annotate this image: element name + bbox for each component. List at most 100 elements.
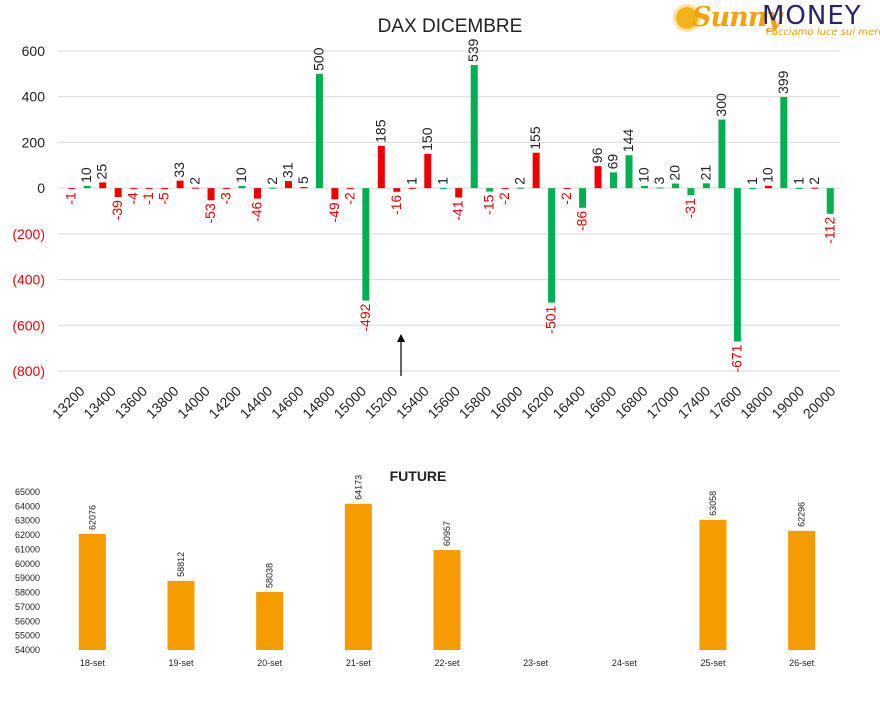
future-x-tick-label: 26-set (789, 658, 815, 668)
future-bar-data-label: 62076 (87, 505, 97, 530)
bar-data-label: 69 (605, 154, 621, 170)
bar-data-label: -46 (249, 201, 265, 221)
bar (346, 188, 354, 190)
future-y-tick-label: 57000 (15, 602, 40, 612)
bar (656, 187, 664, 189)
bar (501, 188, 509, 190)
bar-data-label: -53 (202, 203, 218, 223)
bar (439, 187, 447, 189)
bar-data-label: -492 (357, 303, 373, 331)
bar-data-label: 96 (589, 147, 605, 163)
bar (579, 188, 587, 208)
bar-data-label: 2 (187, 177, 203, 185)
future-bar-data-label: 62296 (797, 502, 807, 527)
y-tick-label: 400 (22, 89, 46, 105)
x-tick-label: 16800 (612, 383, 651, 422)
bar-data-label: -2 (341, 192, 357, 205)
x-tick-label: 15400 (393, 383, 432, 422)
future-bar (788, 530, 816, 650)
bar (99, 182, 107, 189)
bar-data-label: 10 (636, 167, 652, 183)
bar (548, 188, 556, 303)
future-bar (344, 503, 372, 650)
x-tick-label: 14000 (174, 383, 213, 422)
bar-data-label: 1 (403, 177, 419, 185)
x-tick-label: 15200 (362, 383, 401, 422)
bar-data-label: 185 (372, 119, 388, 143)
bar (393, 188, 401, 192)
logo-sunny: Sunny (692, 2, 782, 33)
bar-data-label: -1 (140, 192, 156, 205)
bar (408, 187, 416, 189)
x-tick-label: 19000 (768, 383, 807, 422)
y-tick-label: (200) (12, 226, 45, 242)
future-x-tick-label: 24-set (612, 658, 638, 668)
bar (671, 183, 679, 189)
y-tick-label: (400) (12, 272, 45, 288)
future-x-tick-label: 23-set (523, 658, 549, 668)
future-x-tick-label: 18-set (80, 658, 106, 668)
bar-data-label: 3 (651, 176, 667, 184)
bar-data-label: -2 (496, 192, 512, 205)
future-y-tick-label: 64000 (15, 501, 40, 511)
bar (486, 188, 494, 192)
bar (284, 181, 292, 189)
bar (130, 188, 138, 190)
bar-data-label: 25 (94, 164, 110, 180)
bar (114, 188, 122, 198)
bar (563, 188, 571, 190)
future-title: FUTURE (390, 468, 447, 484)
bar (176, 180, 184, 189)
bar-data-label: 33 (171, 162, 187, 178)
bar-data-label: 144 (620, 129, 636, 153)
x-tick-label: 16200 (518, 383, 557, 422)
y-tick-label: (600) (12, 317, 45, 333)
y-tick-label: 600 (22, 43, 46, 59)
future-bar (433, 550, 461, 650)
future-bar-data-label: 58038 (265, 563, 275, 588)
future-x-tick-label: 19-set (168, 658, 194, 668)
bar-data-label: -671 (728, 344, 744, 372)
bar-data-label: 20 (666, 165, 682, 181)
future-y-tick-label: 56000 (15, 616, 40, 626)
x-tick-label: 17600 (706, 383, 745, 422)
x-tick-label: 16600 (581, 383, 620, 422)
bar-data-label: 10 (233, 167, 249, 183)
x-tick-label: 13800 (143, 383, 182, 422)
bar (238, 185, 246, 189)
bar (594, 166, 602, 189)
bar-data-label: 500 (310, 47, 326, 71)
bar (687, 188, 695, 196)
future-y-tick-label: 65000 (15, 487, 40, 497)
bar (83, 185, 91, 189)
bar (610, 172, 618, 189)
bar (749, 187, 757, 189)
y-tick-label: 200 (22, 134, 46, 150)
y-tick-label: 0 (37, 180, 45, 196)
x-tick-label: 18000 (737, 383, 776, 422)
bar (826, 188, 834, 214)
x-tick-label: 20000 (800, 383, 839, 422)
x-tick-label: 13200 (49, 383, 88, 422)
bar-data-label: 150 (419, 127, 435, 151)
bar-data-label: 10 (759, 167, 775, 183)
x-tick-label: 14800 (299, 383, 338, 422)
future-y-tick-label: 60000 (15, 559, 40, 569)
future-bar-data-label: 58812 (176, 552, 186, 577)
bar (718, 119, 726, 189)
bar (470, 64, 478, 189)
chart-title: DAX DICEMBRE (378, 16, 523, 37)
x-tick-label: 14600 (268, 383, 307, 422)
bar (455, 188, 463, 198)
bar (733, 188, 741, 342)
y-tick-label: (800) (12, 363, 45, 379)
bar-data-label: -39 (109, 200, 125, 220)
future-y-tick-label: 61000 (15, 544, 40, 554)
bar-data-label: -501 (543, 305, 559, 333)
bar-data-label: -2 (558, 192, 574, 205)
bar-data-label: 1 (434, 177, 450, 185)
x-tick-label: 17400 (675, 383, 714, 422)
bar (424, 153, 432, 189)
x-tick-label: 15600 (424, 383, 463, 422)
bar (192, 187, 200, 189)
